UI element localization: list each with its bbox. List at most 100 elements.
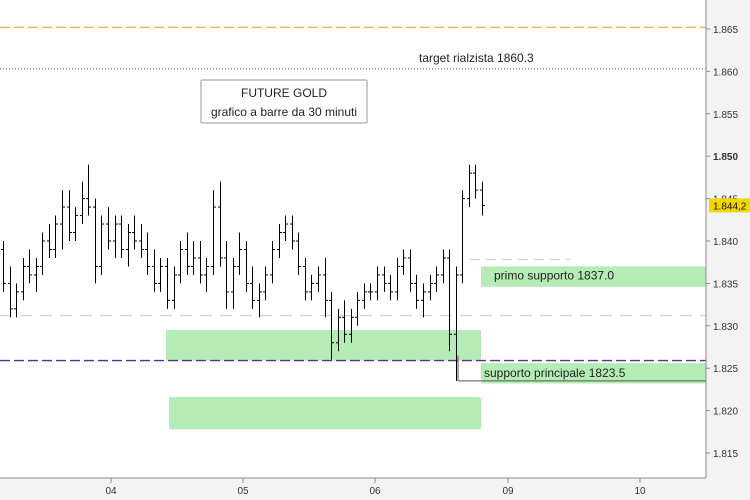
ohlc-bar: [231, 257, 236, 309]
ohlc-bar: [428, 274, 433, 301]
ohlc-bar: [152, 249, 157, 292]
support-zone: [169, 397, 481, 430]
ohlc-bar: [375, 266, 380, 301]
y-axis-ticks: 1.8151.8201.8251.8301.8351.8401.8451.850…: [706, 25, 738, 460]
y-tick-label: 1.815: [713, 449, 738, 460]
zones-layer: [166, 266, 706, 430]
y-tick-label: 1.840: [713, 237, 738, 248]
ohlc-bar: [119, 215, 124, 258]
ohlc-bar: [414, 274, 419, 309]
ohlc-bar: [8, 266, 13, 318]
x-tick-label: 09: [502, 486, 514, 497]
ohlc-bar: [80, 181, 85, 225]
ohlc-bar: [316, 266, 321, 292]
support-zone: [166, 330, 481, 361]
x-axis-panel: [0, 478, 706, 500]
ohlc-bar: [336, 308, 341, 352]
title-box: FUTURE GOLD grafico a barre da 30 minuti: [200, 79, 368, 124]
x-tick-label: 04: [105, 486, 117, 497]
ohlc-bar: [132, 215, 137, 250]
ohlc-bar: [218, 181, 223, 267]
zone-label-supporto-principale: supporto principale 1823.5: [484, 366, 626, 380]
support-zone: [481, 266, 706, 287]
y-tick-label: 1.860: [713, 67, 738, 78]
ohlc-bar: [198, 241, 203, 284]
ohlc-bar: [165, 257, 170, 309]
ohlc-bar: [290, 215, 295, 250]
ohlc-bar: [53, 215, 58, 258]
ohlc-bar: [323, 257, 328, 318]
ohlc-bar: [244, 241, 249, 292]
last-price-marker: 1.844,2: [709, 198, 750, 213]
ohlc-bar: [454, 266, 459, 381]
y-tick-label: 1.850: [713, 152, 738, 163]
ohlc-bar: [408, 249, 413, 292]
ohlc-bar: [263, 266, 268, 301]
ohlc-bar: [309, 274, 314, 301]
ohlc-bar: [434, 266, 439, 292]
ohlc-bar: [401, 249, 406, 275]
ohlc-bar: [277, 224, 282, 258]
x-tick-label: 06: [369, 486, 381, 497]
ohlc-bar: [27, 249, 32, 284]
ohlc-bar: [388, 274, 393, 301]
ohlc-bar: [73, 207, 78, 241]
ohlc-bar: [145, 232, 150, 275]
chart-subtitle: grafico a barre da 30 minuti: [211, 105, 357, 119]
ohlc-bar: [224, 241, 229, 309]
ohlc-bar: [93, 198, 98, 284]
ohlc-bar: [421, 283, 426, 318]
ohlc-bar: [296, 232, 301, 275]
ohlc-bar: [441, 249, 446, 284]
x-tick-label: 05: [237, 486, 249, 497]
ohlc-bar: [126, 224, 131, 267]
last-price-label: 1.844,2: [713, 201, 747, 212]
ohlc-bar: [47, 224, 52, 258]
ohlc-bar: [1, 241, 6, 292]
ohlc-bar: [185, 232, 190, 275]
ohlc-bar: [342, 300, 347, 343]
ohlc-bar: [99, 215, 104, 275]
ohlc-bar: [473, 164, 478, 199]
ohlc-bar: [67, 190, 72, 241]
chart-title: FUTURE GOLD: [241, 86, 327, 100]
ohlc-bar: [40, 232, 45, 275]
ohlc-bar: [113, 215, 118, 258]
levels-layer: [0, 26, 706, 362]
ohlc-bar: [191, 241, 196, 275]
ohlc-bar: [86, 164, 91, 216]
y-tick-label: 1.855: [713, 110, 738, 121]
ohlc-bar: [211, 190, 216, 275]
ohlc-bar: [368, 283, 373, 301]
ohlc-bar: [355, 291, 360, 326]
ohlc-bar: [34, 257, 39, 292]
y-tick-label: 1.825: [713, 364, 738, 375]
y-tick-label: 1.820: [713, 407, 738, 418]
y-tick-label: 1.865: [713, 25, 738, 36]
ohlc-bar: [303, 257, 308, 301]
ohlc-bar: [21, 257, 26, 301]
x-axis-ticks: 04 05 06 09 10: [105, 478, 646, 497]
ohlc-bar: [257, 283, 262, 318]
ohlc-bar: [447, 249, 452, 352]
ohlc-bar: [362, 283, 367, 309]
ohlc-bar: [250, 266, 255, 309]
x-tick-label: 10: [634, 486, 646, 497]
ohlc-bar: [349, 308, 354, 343]
level-label-target: target rialzista 1860.3: [419, 51, 534, 65]
y-tick-label: 1.830: [713, 322, 738, 333]
last-price-box: [709, 198, 750, 213]
support-zone: [481, 363, 706, 384]
annotations-layer: target rialzista 1860.3 primo supporto 18…: [419, 51, 706, 382]
ohlc-bar: [172, 266, 177, 309]
ohlc-bar: [204, 257, 209, 292]
ohlc-bar: [60, 190, 65, 250]
ohlc-bar: [158, 257, 163, 292]
ohlc-bar: [329, 291, 334, 360]
ohlc-bar: [467, 164, 472, 208]
ohlc-bar: [178, 241, 183, 284]
ohlc-bar: [480, 181, 485, 216]
bars-layer: [1, 164, 485, 381]
ohlc-bar: [14, 283, 19, 318]
